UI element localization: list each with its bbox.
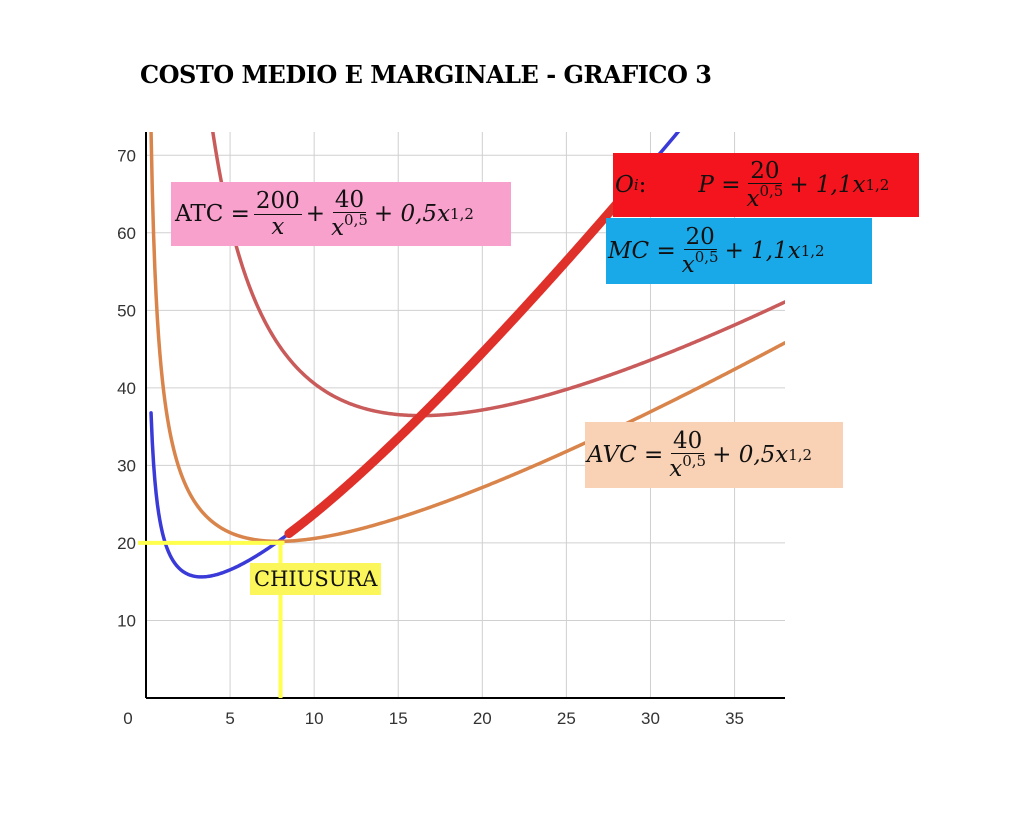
y-tick-label-40: 40	[117, 379, 136, 398]
x-tick-label-15: 15	[389, 709, 408, 728]
series-atc-line	[211, 132, 785, 418]
atc-rest-exp: 1,2	[450, 205, 474, 223]
atc-den-1: x	[271, 213, 285, 240]
supply-den-exp: 0,5	[759, 182, 784, 200]
avc-num: 40	[671, 427, 705, 454]
atc-frac-1: 200 x	[253, 188, 302, 240]
mc-formula-box: MC = 20 x0,5 + 1,1x 1,2	[606, 218, 872, 284]
mc-den-exp: 0,5	[694, 248, 719, 266]
x-tick-label-35: 35	[725, 709, 744, 728]
series-offerta-line	[284, 199, 622, 539]
tick-labels: 10 20 30 40 50 60 70 0 5 10 15 20 25 30 35	[117, 146, 744, 728]
avc-lhs: AVC =	[587, 442, 664, 468]
mc-num: 20	[683, 223, 717, 250]
atc-formula-box: ATC = 200 x + 40 x0,5 + 0,5x 1,2	[171, 182, 511, 246]
x-tick-label-25: 25	[557, 709, 576, 728]
chart-title: COSTO MEDIO E MARGINALE - GRAFICO 3	[140, 60, 712, 89]
y-tick-label-20: 20	[117, 534, 136, 553]
avc-den: x0,5	[667, 452, 708, 482]
avc-rest: + 0,5x	[712, 442, 789, 468]
avc-den-base: x	[669, 456, 683, 482]
supply-frac: 20 x0,5	[744, 159, 785, 211]
series-mc-line	[149, 132, 681, 579]
y-tick-label-10: 10	[117, 611, 136, 630]
atc-frac-2: 40 x0,5	[329, 188, 370, 240]
mc-rest: + 1,1x	[724, 238, 801, 264]
atc-den-2-base: x	[331, 215, 345, 241]
series-avc-line	[149, 132, 785, 544]
atc-den-2: x0,5	[329, 211, 370, 241]
y-tick-label-70: 70	[117, 146, 136, 165]
avc-rest-exp: 1,2	[788, 446, 813, 464]
atc-den-2-exp: 0,5	[344, 211, 368, 229]
supply-o-sub: i	[633, 176, 639, 194]
supply-den: x0,5	[744, 182, 785, 212]
axes	[145, 132, 785, 699]
supply-den-base: x	[746, 186, 760, 212]
supply-num: 20	[748, 157, 782, 184]
x-tick-label-10: 10	[305, 709, 324, 728]
y-tick-label-30: 30	[117, 456, 136, 475]
mc-den: x0,5	[680, 248, 721, 278]
atc-rest: + 0,5x	[373, 201, 451, 227]
shutdown-label: CHIUSURA	[250, 563, 382, 595]
atc-num-1: 200	[253, 188, 302, 215]
x-tick-label-20: 20	[473, 709, 492, 728]
x-tick-label-30: 30	[641, 709, 660, 728]
supply-rest-exp: 1,2	[865, 176, 890, 194]
supply-lhs: P =	[698, 172, 741, 198]
mc-lhs: MC =	[608, 238, 676, 264]
atc-lhs: ATC =	[175, 201, 250, 227]
mc-frac: 20 x0,5	[680, 225, 721, 277]
avc-frac: 40 x0,5	[667, 429, 708, 481]
avc-formula-box: AVC = 40 x0,5 + 0,5x 1,2	[585, 422, 843, 488]
curves	[149, 132, 785, 579]
mc-den-base: x	[681, 252, 695, 278]
y-tick-label-60: 60	[117, 224, 136, 243]
mc-rest-exp: 1,2	[800, 242, 825, 260]
supply-rest: + 1,1x	[789, 172, 866, 198]
atc-plus: +	[305, 201, 326, 227]
x-tick-label-5: 5	[225, 709, 234, 728]
supply-o: O	[615, 172, 634, 198]
avc-den-exp: 0,5	[682, 452, 707, 470]
y-tick-label-50: 50	[117, 301, 136, 320]
atc-num-2: 40	[332, 186, 367, 213]
x-tick-label-0: 0	[123, 709, 132, 728]
supply-colon: :	[638, 172, 647, 198]
